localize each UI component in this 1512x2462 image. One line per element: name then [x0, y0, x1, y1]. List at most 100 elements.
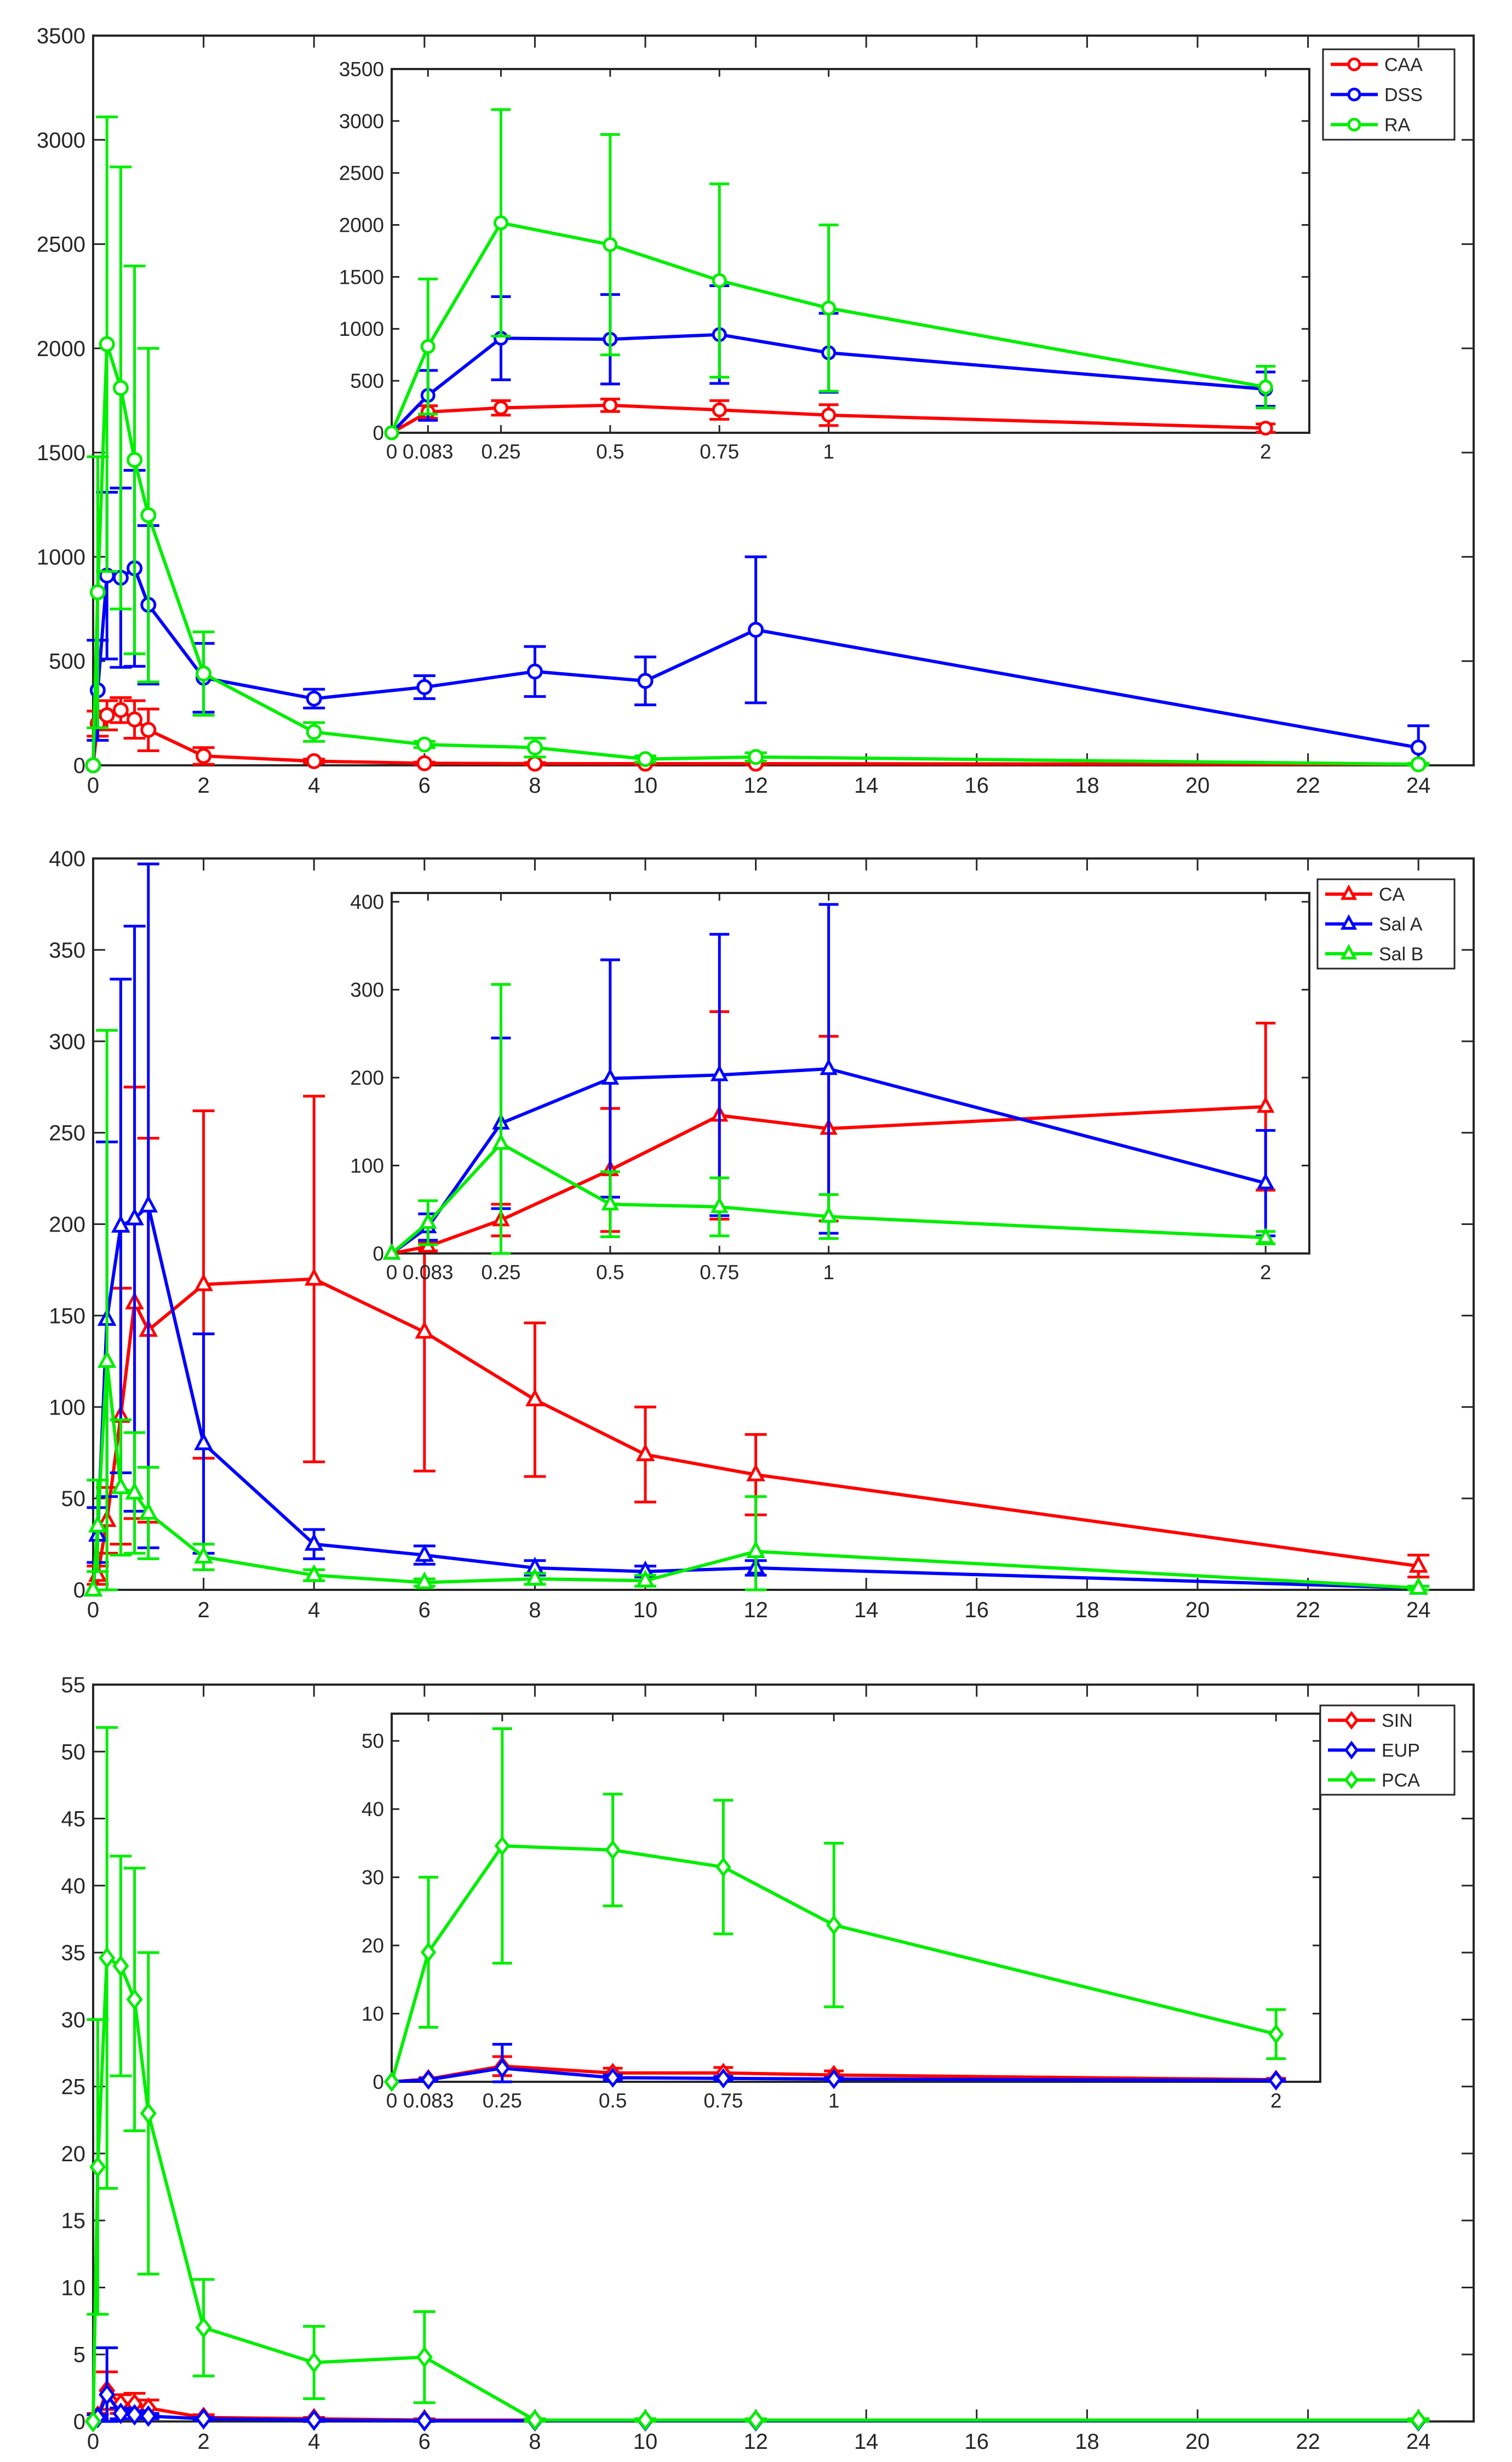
x-tick-label: 18	[1075, 774, 1099, 798]
x-tick-label: 0	[87, 1598, 99, 1622]
x-tick-label: 4	[308, 774, 320, 798]
y-tick-label: 0	[73, 2410, 85, 2434]
inset-data-point	[383, 2071, 400, 2092]
inset-data-point	[420, 339, 436, 354]
data-point	[416, 736, 433, 753]
legend-marker	[1344, 1711, 1359, 1730]
inset-data-point	[420, 2069, 437, 2090]
legend-marker	[1340, 914, 1358, 930]
y-tick-label: 350	[49, 938, 85, 963]
y-tick-label: 10	[61, 2276, 86, 2300]
inset-data-point	[712, 273, 727, 288]
legend-label: EUP	[1382, 1740, 1420, 1761]
inset-y-tick-label: 20	[362, 1934, 384, 1957]
legend-label: SIN	[1382, 1710, 1413, 1731]
y-tick-label: 150	[49, 1304, 85, 1328]
data-point	[99, 336, 115, 352]
data-point	[416, 2346, 433, 2368]
inset-data-point	[494, 2058, 510, 2079]
inset-data-point	[492, 1133, 510, 1150]
x-tick-label: 20	[1185, 774, 1210, 798]
y-tick-label: 400	[49, 847, 85, 871]
legend-marker	[1344, 1740, 1359, 1760]
inset-data-point	[601, 1068, 620, 1085]
data-point	[1408, 1555, 1428, 1573]
inset-y-tick-label: 2000	[339, 214, 384, 237]
data-point	[304, 1564, 324, 1582]
y-tick-label: 20	[61, 2142, 86, 2166]
legend-label: Sal B	[1379, 944, 1423, 965]
y-tick-label: 200	[49, 1213, 85, 1237]
inset-x-tick-label: 0	[386, 440, 398, 463]
x-tick-label: 20	[1185, 1598, 1210, 1622]
data-point	[526, 2409, 543, 2431]
inset-y-tick-label: 0	[373, 422, 384, 444]
inset-data-point	[603, 237, 618, 253]
inset-y-tick-label: 200	[350, 1067, 384, 1089]
inset-data-point	[712, 402, 727, 417]
y-tick-label: 55	[61, 1673, 86, 1697]
data-point	[85, 757, 101, 774]
data-point	[635, 1443, 655, 1462]
x-tick-label: 8	[529, 774, 541, 798]
x-tick-label: 2	[197, 2430, 209, 2454]
data-point	[112, 380, 129, 396]
x-tick-label: 2	[197, 774, 209, 798]
data-point	[89, 2156, 106, 2178]
data-point	[111, 1476, 130, 1495]
inset-x-tick-label: 1	[828, 2089, 840, 2112]
data-point	[194, 1545, 213, 1564]
data-point	[526, 663, 543, 680]
x-tick-label: 10	[633, 774, 658, 798]
x-tick-label: 22	[1296, 1598, 1320, 1622]
data-point	[139, 1194, 158, 1213]
inset-x-tick-label: 0.5	[599, 2089, 627, 2112]
data-point	[127, 451, 143, 468]
inset-data-point	[1268, 2070, 1284, 2091]
inset-data-point	[1258, 380, 1273, 395]
inset-data-point	[382, 1243, 401, 1260]
y-tick-label: 35	[61, 1941, 86, 1965]
data-point	[111, 1215, 130, 1233]
data-point	[415, 1571, 434, 1589]
legend-label: CA	[1379, 884, 1405, 905]
inset-x-tick-label: 0.25	[481, 1261, 520, 1284]
y-tick-label: 25	[61, 2075, 86, 2099]
inset-x-tick-label: 1	[823, 440, 834, 463]
y-tick-label: 2000	[37, 337, 85, 361]
data-point	[83, 1578, 103, 1597]
inset-y-tick-label: 500	[350, 370, 384, 392]
data-point	[127, 711, 143, 728]
inset-y-tick-label: 1500	[339, 266, 384, 288]
data-point	[139, 1502, 158, 1520]
x-tick-label: 12	[743, 1598, 768, 1622]
x-tick-label: 6	[419, 2430, 431, 2454]
x-tick-label: 16	[965, 2430, 989, 2454]
legend-marker	[1347, 88, 1361, 101]
inset-x-tick-label: 0.5	[596, 1261, 624, 1284]
x-tick-label: 14	[854, 2430, 879, 2454]
x-tick-label: 20	[1185, 2430, 1210, 2454]
inset-y-tick-label: 10	[362, 2003, 384, 2025]
x-tick-label: 10	[633, 2430, 658, 2454]
y-tick-label: 250	[49, 1121, 85, 1146]
x-tick-label: 8	[529, 2430, 541, 2454]
inset-data-point	[821, 300, 837, 316]
x-tick-label: 0	[87, 2430, 99, 2454]
x-tick-label: 24	[1406, 2430, 1431, 2454]
x-tick-label: 8	[529, 1598, 541, 1622]
y-tick-label: 40	[61, 1874, 86, 1898]
x-tick-label: 14	[854, 1598, 879, 1622]
x-tick-label: 16	[965, 774, 989, 798]
y-tick-label: 100	[49, 1395, 85, 1419]
x-tick-label: 6	[419, 1598, 431, 1622]
y-tick-label: 1000	[37, 545, 85, 569]
data-point	[747, 2409, 764, 2431]
data-point	[306, 2409, 323, 2431]
x-tick-label: 24	[1406, 774, 1431, 798]
x-tick-label: 24	[1406, 1598, 1431, 1622]
data-point	[195, 2317, 212, 2339]
x-tick-label: 12	[743, 774, 768, 798]
